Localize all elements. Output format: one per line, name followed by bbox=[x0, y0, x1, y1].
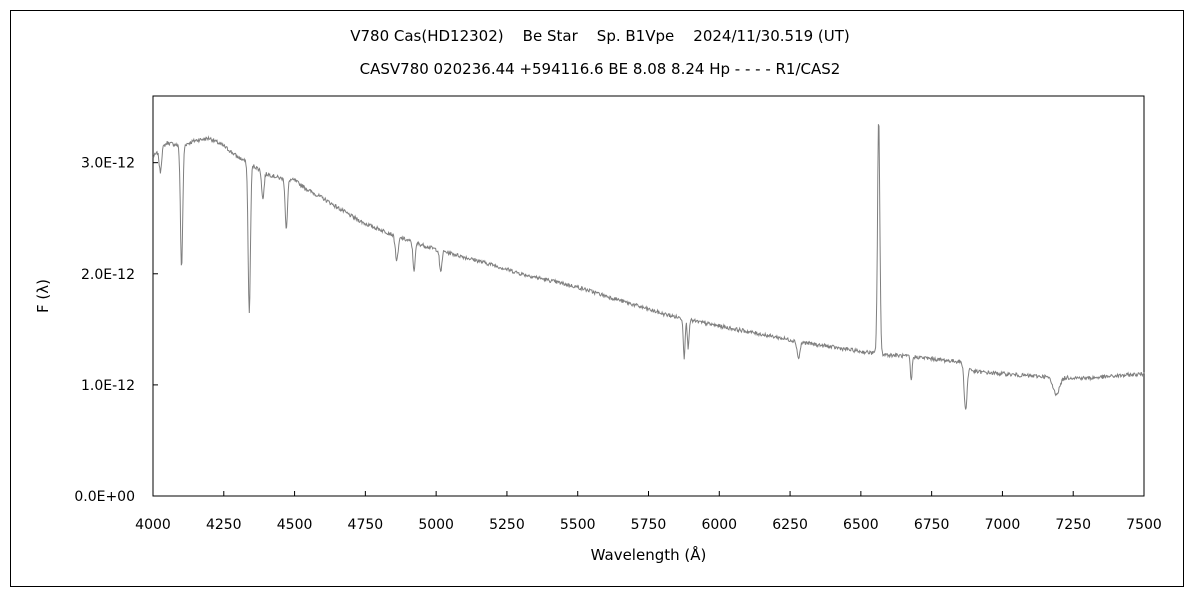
x-tick-label: 4500 bbox=[277, 517, 313, 533]
x-tick-label: 7250 bbox=[1055, 517, 1091, 533]
x-axis-ticks: 4000 4250 4500 4750 5000 5250 5500 5750 6000 6250… bbox=[135, 491, 1162, 533]
x-tick-label: 6000 bbox=[701, 517, 737, 533]
x-tick-label: 4750 bbox=[348, 517, 384, 533]
series-line-spectrum bbox=[152, 124, 1145, 410]
x-tick-label: 6250 bbox=[772, 517, 808, 533]
y-axis-label: F (λ) bbox=[34, 279, 52, 313]
x-tick-label: 6500 bbox=[843, 517, 879, 533]
y-tick-label: 3.0E-12 bbox=[81, 156, 135, 172]
plot-area bbox=[152, 95, 1145, 497]
x-tick-label: 4000 bbox=[135, 517, 171, 533]
x-axis-label: Wavelength (Å) bbox=[591, 545, 707, 564]
x-tick-label: 7500 bbox=[1126, 517, 1162, 533]
chart-frame bbox=[10, 10, 1184, 587]
x-tick-label: 5500 bbox=[560, 517, 596, 533]
x-tick-label: 7000 bbox=[985, 517, 1021, 533]
chart-subtitle: CASV780 020236.44 +594116.6 BE 8.08 8.24… bbox=[359, 60, 841, 78]
chart-title: V780 Cas(HD12302) Be Star Sp. B1Vpe 2024… bbox=[350, 27, 850, 45]
x-tick-label: 5250 bbox=[489, 517, 525, 533]
x-tick-label: 5750 bbox=[631, 517, 667, 533]
y-tick-label: 1.0E-12 bbox=[81, 378, 135, 394]
y-axis-ticks: 0.0E+00 1.0E-12 2.0E-12 3.0E-12 bbox=[74, 156, 158, 505]
y-tick-label: 0.0E+00 bbox=[74, 489, 135, 505]
x-tick-label: 4250 bbox=[206, 517, 242, 533]
x-tick-label: 6750 bbox=[914, 517, 950, 533]
y-tick-label: 2.0E-12 bbox=[81, 267, 135, 283]
x-tick-label: 5000 bbox=[418, 517, 454, 533]
